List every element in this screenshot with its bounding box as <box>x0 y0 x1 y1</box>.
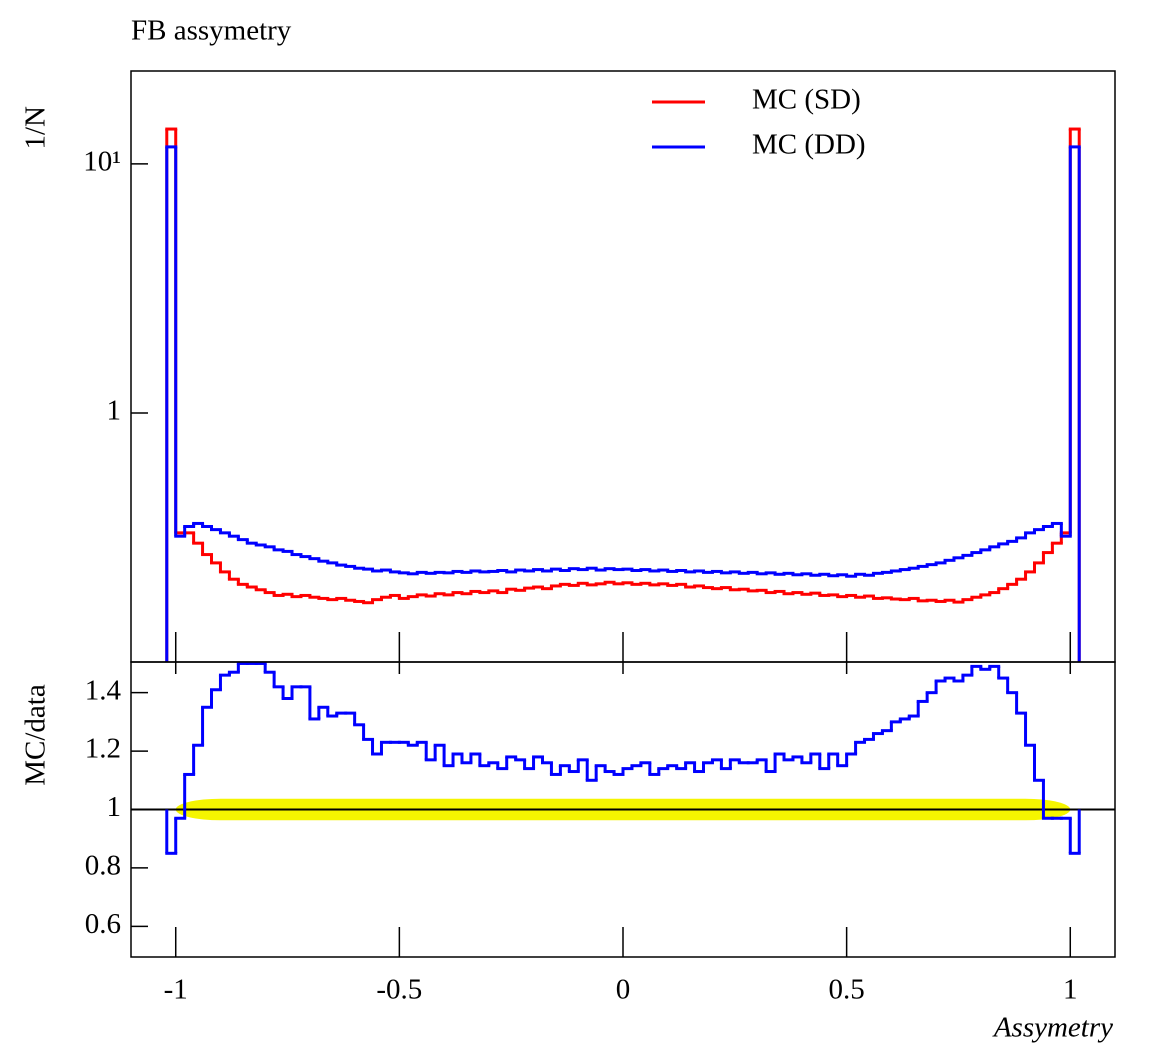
x-tick-label: 0 <box>616 974 631 1006</box>
y-tick-label: 1.2 <box>85 733 121 765</box>
y-tick-label: 10¹ <box>83 146 121 178</box>
x-tick-label: 1 <box>1063 974 1078 1006</box>
plot-frame <box>130 70 1116 663</box>
y-tick-label: 0.6 <box>85 908 121 940</box>
chart-title: FB assymetry <box>131 15 292 47</box>
y-tick-label: 1 <box>107 791 122 823</box>
legend-label: MC (DD) <box>752 129 866 161</box>
y-axis-label: MC/data <box>20 684 52 786</box>
y-tick-label: 0.8 <box>85 850 121 882</box>
plot-area <box>131 662 1115 855</box>
y-tick-label: 1.4 <box>85 674 122 706</box>
plot-area <box>165 127 1081 662</box>
legend-label: MC (SD) <box>752 84 861 116</box>
x-axis-label: Assymetry <box>992 1012 1113 1044</box>
y-axis-label: 1/N <box>20 106 52 150</box>
x-tick-label: 0.5 <box>829 974 865 1006</box>
x-tick-label: -0.5 <box>376 974 422 1006</box>
x-tick-label: -1 <box>164 974 188 1006</box>
y-tick-label: 1 <box>107 395 122 427</box>
